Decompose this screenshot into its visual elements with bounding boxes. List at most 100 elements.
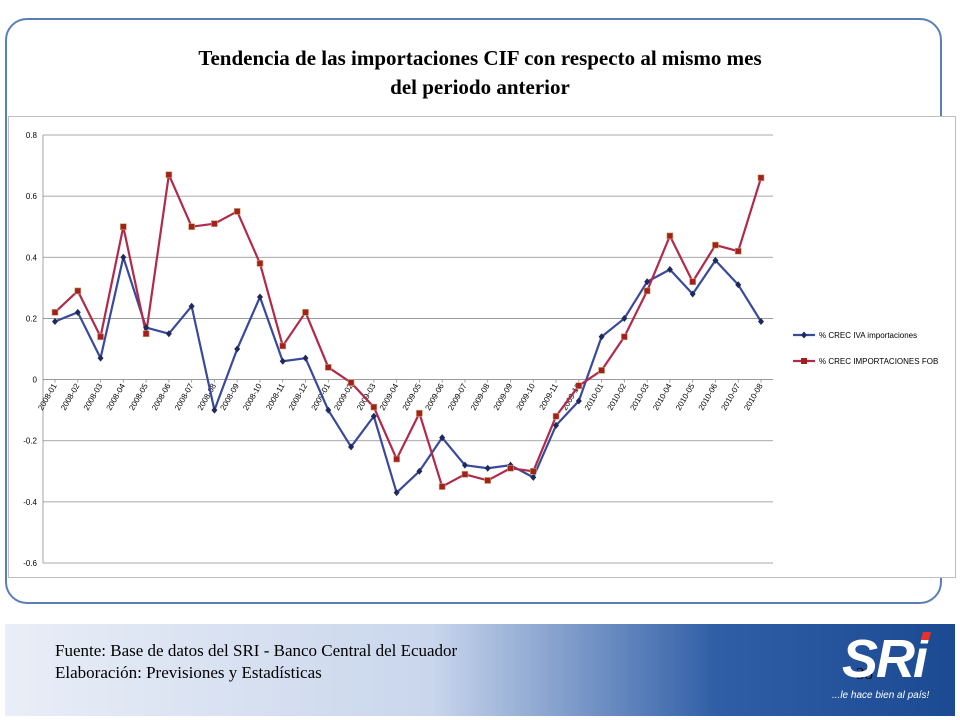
data-point [74, 308, 81, 316]
title-line-2: del periodo anterior [390, 75, 570, 99]
data-point [712, 256, 719, 264]
elaboration-line: Elaboración: Previsiones y Estadísticas [55, 663, 322, 682]
data-point [735, 281, 742, 289]
data-point [689, 278, 696, 286]
data-point [211, 220, 218, 227]
y-tick-label: 0.2 [26, 314, 38, 323]
data-point [188, 223, 195, 231]
data-point [120, 223, 127, 231]
x-tick-label: 2008-11 [264, 382, 286, 412]
data-point [52, 317, 58, 325]
data-point [416, 467, 423, 475]
series-line-1 [54, 256, 762, 494]
legend-label-2: % CREC IMPORTACIONES FOB [819, 357, 938, 366]
x-tick-label: 2009-02 [332, 382, 355, 412]
data-point [233, 208, 241, 215]
data-point [552, 412, 560, 420]
data-point [438, 483, 446, 490]
data-point [347, 379, 355, 386]
data-point [666, 266, 673, 274]
data-point [97, 333, 104, 341]
x-tick-label: 2009-11 [538, 382, 560, 412]
data-point [439, 434, 446, 442]
x-tick-label: 2008-10 [241, 382, 264, 412]
x-tick-label: 2008-05 [127, 382, 150, 412]
x-tick-label: 2010-03 [628, 382, 651, 412]
data-point [325, 406, 332, 414]
data-point [553, 421, 560, 429]
data-point [575, 382, 583, 389]
data-point [530, 473, 537, 481]
logo-wordmark: SRi [842, 629, 928, 689]
data-point [734, 247, 742, 255]
data-point [188, 302, 195, 310]
x-tick-label: 2008-03 [82, 382, 105, 412]
data-point [97, 354, 104, 362]
data-point [143, 324, 150, 332]
x-tick-label: 2009-04 [378, 382, 401, 412]
x-tick-label: 2009-10 [515, 382, 538, 412]
y-tick-label: -0.2 [23, 437, 37, 446]
x-tick-label: 2009-06 [423, 382, 446, 412]
sri-logo: SRi ...le hace bien al país! [830, 628, 940, 710]
data-point [416, 409, 423, 417]
data-point [621, 333, 628, 341]
x-tick-label: 2010-06 [697, 382, 720, 412]
data-point [644, 278, 651, 286]
logo-accent-mark [920, 632, 932, 640]
data-point [51, 309, 59, 316]
x-tick-label: 2010-07 [719, 382, 742, 412]
data-point [529, 467, 537, 475]
data-point [689, 290, 696, 298]
y-tick-label: 0.4 [26, 253, 38, 262]
data-point [484, 477, 492, 484]
data-point [461, 461, 468, 469]
x-tick-label: 2010-02 [606, 382, 629, 412]
x-tick-label: 2008-07 [173, 382, 196, 412]
data-point [324, 364, 332, 371]
x-tick-label: 2009-09 [492, 382, 515, 412]
chart-title: Tendencia de las importaciones CIF con r… [100, 44, 860, 102]
data-point [165, 171, 173, 179]
data-point [165, 330, 172, 338]
data-point [757, 174, 765, 182]
data-point [279, 357, 286, 365]
source-line: Fuente: Base de datos del SRI - Banco Ce… [55, 641, 458, 660]
x-tick-label: 2010-05 [674, 382, 697, 412]
x-tick-label: 2008-01 [36, 382, 59, 412]
data-point [142, 330, 150, 338]
footer-band [5, 624, 955, 716]
title-line-1: Tendencia de las importaciones CIF con r… [198, 46, 762, 70]
y-tick-label: 0.6 [26, 192, 38, 201]
data-point [575, 397, 582, 405]
data-point [348, 443, 355, 451]
chart-area: -0.6 -0.4 -0.2 0 0.2 0.4 0.6 0.8 2008-01 2008-02 2… [8, 116, 956, 578]
footer-source: Fuente: Base de datos del SRI - Banco Ce… [55, 640, 457, 684]
x-tick-label: 2010-01 [583, 382, 606, 412]
y-tick-label: -0.4 [23, 498, 37, 507]
x-tick-label: 2010-04 [651, 382, 674, 412]
data-point [758, 317, 764, 325]
data-point [256, 293, 263, 301]
x-tick-label: 2009-07 [446, 382, 469, 412]
x-tick-label: 2008-06 [150, 382, 173, 412]
data-point [234, 345, 241, 353]
x-tick-label: 2009-08 [469, 382, 492, 412]
x-tick-label: 2008-04 [105, 382, 128, 412]
data-point [393, 489, 400, 497]
data-point [666, 232, 674, 240]
x-tick-label: 2009-05 [401, 382, 424, 412]
data-point [507, 464, 514, 472]
legend-marker-1 [801, 331, 807, 339]
data-point [74, 287, 82, 295]
data-point [621, 314, 628, 322]
data-point [598, 333, 605, 341]
x-tick-label: 2010-08 [742, 382, 765, 412]
x-tick-label: 2008-12 [287, 382, 310, 412]
data-point [370, 403, 378, 411]
data-point [211, 406, 218, 414]
data-point [598, 367, 605, 374]
y-tick-label: -0.6 [23, 559, 37, 568]
x-tick-label: 2008-02 [59, 382, 82, 412]
y-tick-label: 0.8 [26, 131, 38, 140]
